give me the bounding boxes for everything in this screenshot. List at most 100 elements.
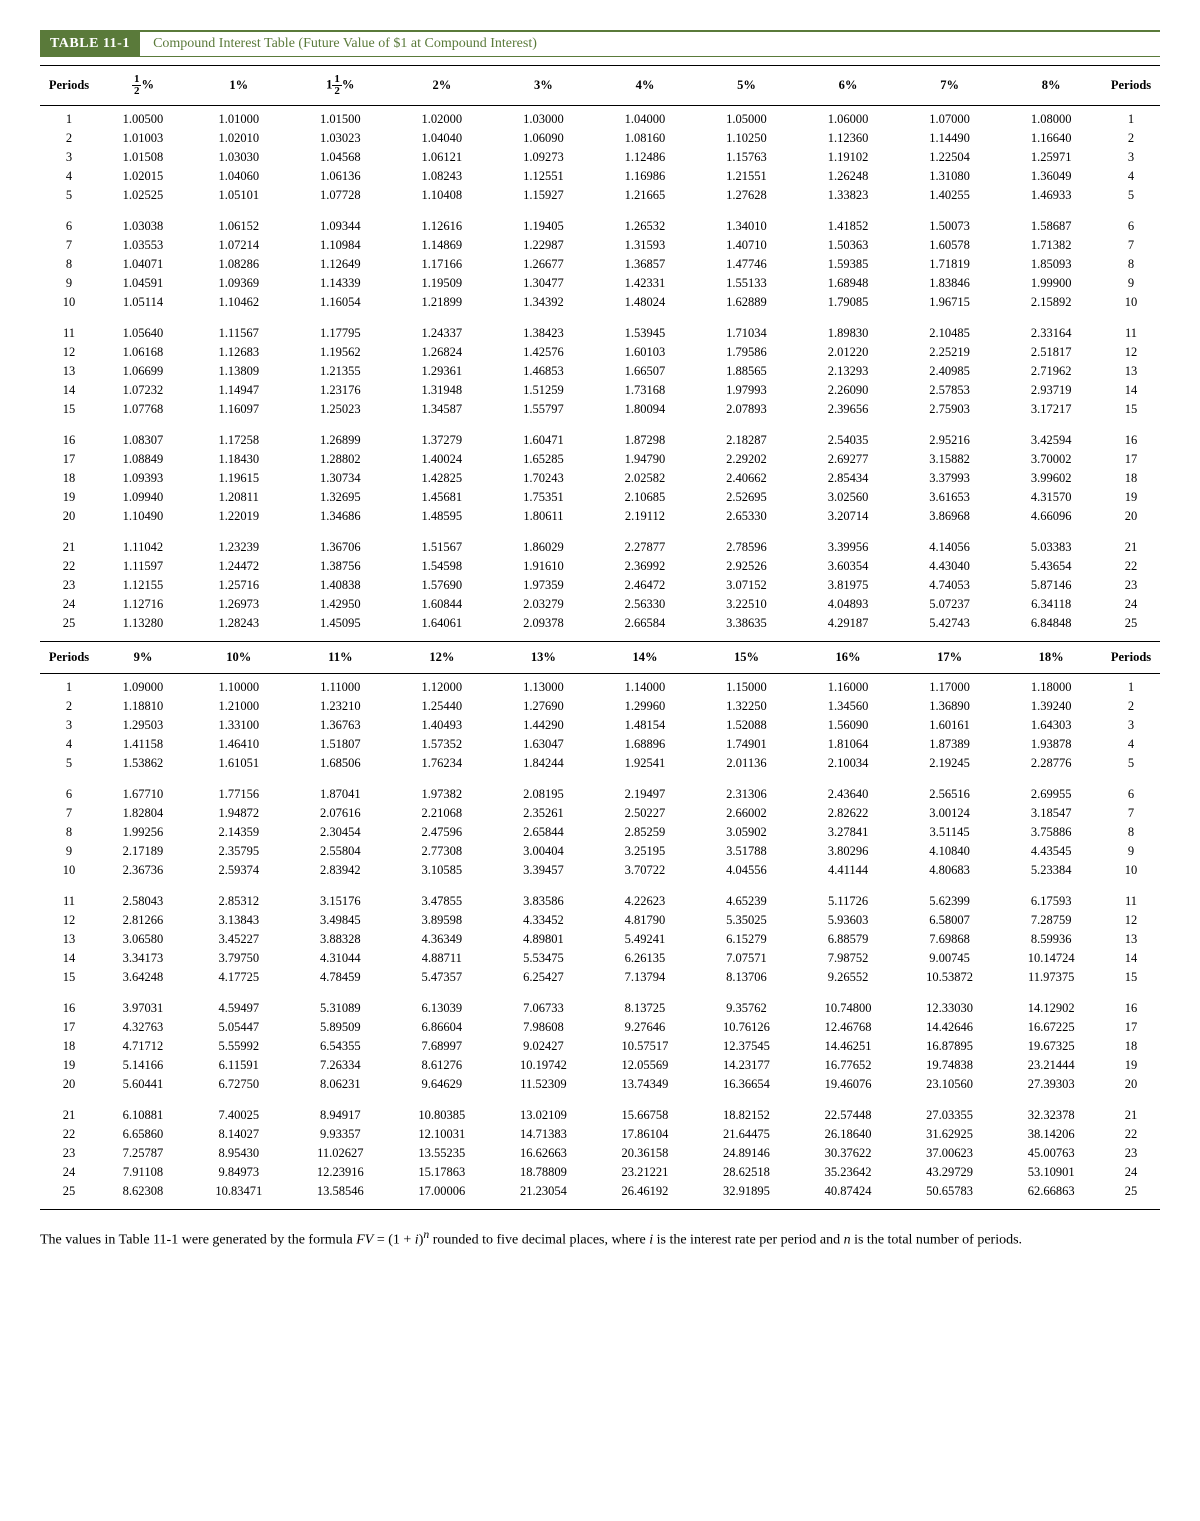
value-cell: 1.28243 xyxy=(188,614,290,641)
value-cell: 1.79085 xyxy=(797,293,899,320)
value-cell: 4.43545 xyxy=(1000,842,1102,861)
period-cell: 24 xyxy=(1102,1163,1160,1182)
value-cell: 2.07893 xyxy=(696,400,798,427)
value-cell: 2.56330 xyxy=(594,595,696,614)
value-cell: 21.23054 xyxy=(493,1182,595,1209)
period-cell: 3 xyxy=(1102,716,1160,735)
value-cell: 16.67225 xyxy=(1000,1018,1102,1037)
periods-header: Periods xyxy=(1102,66,1160,106)
value-cell: 8.13706 xyxy=(696,968,798,995)
value-cell: 5.42743 xyxy=(899,614,1001,641)
value-cell: 1.12155 xyxy=(98,576,188,595)
value-cell: 1.91610 xyxy=(493,557,595,576)
rate-header: 7% xyxy=(899,66,1001,106)
value-cell: 9.64629 xyxy=(391,1075,493,1102)
period-cell: 6 xyxy=(1102,781,1160,804)
value-cell: 3.05902 xyxy=(696,823,798,842)
value-cell: 8.59936 xyxy=(1000,930,1102,949)
value-cell: 5.93603 xyxy=(797,911,899,930)
period-cell: 6 xyxy=(1102,213,1160,236)
value-cell: 4.17725 xyxy=(188,968,290,995)
value-cell: 1.03000 xyxy=(493,106,595,130)
value-cell: 3.61653 xyxy=(899,488,1001,507)
value-cell: 16.62663 xyxy=(493,1144,595,1163)
value-cell: 2.81266 xyxy=(98,911,188,930)
value-cell: 2.56516 xyxy=(899,781,1001,804)
compound-interest-table: Periods12%1%112%2%3%4%5%6%7%8%Periods11.… xyxy=(40,65,1160,1210)
value-cell: 1.12716 xyxy=(98,595,188,614)
value-cell: 2.43640 xyxy=(797,781,899,804)
value-cell: 1.37279 xyxy=(391,427,493,450)
period-cell: 2 xyxy=(1102,697,1160,716)
value-cell: 4.88711 xyxy=(391,949,493,968)
periods-header: Periods xyxy=(40,642,98,674)
value-cell: 1.29503 xyxy=(98,716,188,735)
value-cell: 1.14000 xyxy=(594,674,696,698)
table-row: 231.121551.257161.408381.576901.973592.4… xyxy=(40,576,1160,595)
value-cell: 4.65239 xyxy=(696,888,798,911)
table-row: 171.088491.184301.288021.400241.652851.9… xyxy=(40,450,1160,469)
period-cell: 25 xyxy=(40,614,98,641)
value-cell: 3.02560 xyxy=(797,488,899,507)
period-cell: 1 xyxy=(40,106,98,130)
value-cell: 2.07616 xyxy=(290,804,392,823)
value-cell: 1.18430 xyxy=(188,450,290,469)
value-cell: 1.18000 xyxy=(1000,674,1102,698)
period-cell: 9 xyxy=(40,842,98,861)
table-row: 143.341733.797504.310444.887115.534756.2… xyxy=(40,949,1160,968)
value-cell: 3.80296 xyxy=(797,842,899,861)
period-cell: 6 xyxy=(40,213,98,236)
value-cell: 3.20714 xyxy=(797,507,899,534)
value-cell: 2.25219 xyxy=(899,343,1001,362)
value-cell: 1.87298 xyxy=(594,427,696,450)
period-cell: 21 xyxy=(40,534,98,557)
value-cell: 2.29202 xyxy=(696,450,798,469)
value-cell: 4.59497 xyxy=(188,995,290,1018)
value-cell: 2.02582 xyxy=(594,469,696,488)
value-cell: 16.36654 xyxy=(696,1075,798,1102)
value-cell: 3.18547 xyxy=(1000,804,1102,823)
value-cell: 30.37622 xyxy=(797,1144,899,1163)
value-cell: 1.02000 xyxy=(391,106,493,130)
value-cell: 1.46933 xyxy=(1000,186,1102,213)
value-cell: 50.65783 xyxy=(899,1182,1001,1209)
value-cell: 1.16986 xyxy=(594,167,696,186)
value-cell: 1.12616 xyxy=(391,213,493,236)
value-cell: 28.62518 xyxy=(696,1163,798,1182)
value-cell: 1.68948 xyxy=(797,274,899,293)
value-cell: 1.16640 xyxy=(1000,129,1102,148)
period-cell: 16 xyxy=(40,427,98,450)
period-cell: 18 xyxy=(1102,469,1160,488)
rate-header: 1% xyxy=(188,66,290,106)
value-cell: 1.20811 xyxy=(188,488,290,507)
value-cell: 7.40025 xyxy=(188,1102,290,1125)
value-cell: 17.00006 xyxy=(391,1182,493,1209)
value-cell: 2.39656 xyxy=(797,400,899,427)
table-row: 133.065803.452273.883284.363494.898015.4… xyxy=(40,930,1160,949)
periods-header: Periods xyxy=(1102,642,1160,674)
value-cell: 3.70002 xyxy=(1000,450,1102,469)
value-cell: 3.70722 xyxy=(594,861,696,888)
value-cell: 7.25787 xyxy=(98,1144,188,1163)
value-cell: 1.41158 xyxy=(98,735,188,754)
value-cell: 1.52088 xyxy=(696,716,798,735)
value-cell: 6.54355 xyxy=(290,1037,392,1056)
table-row: 11.090001.100001.110001.120001.130001.14… xyxy=(40,674,1160,698)
value-cell: 2.28776 xyxy=(1000,754,1102,781)
value-cell: 1.16097 xyxy=(188,400,290,427)
value-cell: 10.80385 xyxy=(391,1102,493,1125)
table-row: 122.812663.138433.498453.895984.334524.8… xyxy=(40,911,1160,930)
value-cell: 5.53475 xyxy=(493,949,595,968)
value-cell: 1.01508 xyxy=(98,148,188,167)
value-cell: 1.80611 xyxy=(493,507,595,534)
value-cell: 1.02010 xyxy=(188,129,290,148)
value-cell: 23.21444 xyxy=(1000,1056,1102,1075)
value-cell: 2.92526 xyxy=(696,557,798,576)
value-cell: 1.04591 xyxy=(98,274,188,293)
value-cell: 3.15176 xyxy=(290,888,392,911)
value-cell: 1.53945 xyxy=(594,320,696,343)
value-cell: 3.45227 xyxy=(188,930,290,949)
value-cell: 3.79750 xyxy=(188,949,290,968)
value-cell: 2.19112 xyxy=(594,507,696,534)
period-cell: 23 xyxy=(40,576,98,595)
